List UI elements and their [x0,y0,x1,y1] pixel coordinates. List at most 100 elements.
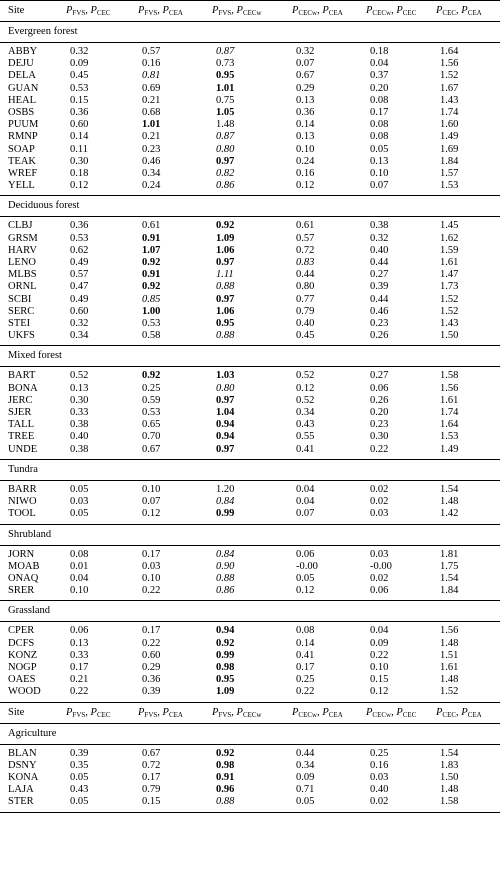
value-cell: 0.17 [370,107,389,119]
value-cell: 0.88 [216,572,235,584]
value-cell: 0.44 [296,747,315,759]
header-symbol: P [212,5,219,16]
value-cell: 0.36 [296,107,315,119]
header-sub-a: CECw [298,710,318,719]
value-cell: 1.51 [440,649,459,661]
value-cell: 0.92 [216,220,235,232]
value-cell: 0.67 [296,70,315,82]
header-row: Site PFVS, PCEC PFVS, PCEA PFVS, PCECw PCECw… [0,0,500,22]
header-col-2: PFVS, PCECw [208,0,288,22]
value-cell: 0.01 [70,560,89,572]
value-cell: 0.79 [296,305,315,317]
value-cell: 0.75 [216,94,235,106]
header-sub-b: CEA [168,710,183,719]
value-cell: 1.01 [216,82,235,94]
header-comma: , [85,706,91,718]
value-cell: 1.74 [440,407,459,419]
value-cell: 1.48 [440,637,459,649]
header-col-1: PFVS, PCEA [134,0,208,22]
header-comma: , [157,706,163,718]
value-cell: 0.13 [296,94,315,106]
value-cell: 1.49 [440,443,459,455]
header-symbol: P [236,706,243,718]
header-symbol: P [138,706,145,718]
value-cell: 0.02 [370,483,389,495]
header-col-2: PFVS, PCECw [208,701,288,724]
value-cell: 0.14 [296,119,315,131]
section-row: Mixed forest [0,345,500,368]
header-sub-b: CEC [402,9,417,17]
site-cell: OSBS [8,107,35,119]
header-symbol: P [366,5,373,16]
value-cell: 0.43 [296,419,315,431]
value-cell: 0.05 [370,143,389,155]
value-cell: 1.58 [440,796,459,808]
header-sub-b: CEA [328,710,343,719]
site-cell: ABBY [8,46,38,57]
value-cell: 0.07 [296,508,315,520]
value-cell: 0.05 [70,508,89,520]
value-cell: 1.07 [142,244,161,256]
site-cell: UNDE [8,443,38,455]
value-cell: 0.22 [142,585,161,597]
value-cell: 1.53 [440,431,459,443]
value-cell: 0.44 [296,269,315,281]
value-cell: 1.54 [440,747,459,759]
value-cell: 0.16 [370,759,389,771]
value-cell: 1.45 [440,220,459,232]
value-cell: 0.25 [296,674,315,686]
table-row: GUAN 0.53 0.69 1.01 0.29 0.20 1.67 [0,83,500,95]
value-cell: 0.36 [70,107,89,119]
site-cell: UKFS [8,330,35,342]
value-cell: 1.62 [440,232,459,244]
value-cell: 0.47 [70,281,89,293]
value-cell: 0.14 [296,637,315,649]
value-cell: 1.52 [440,70,459,82]
site-cell: NIWO [8,496,37,508]
value-cell: 0.53 [70,232,89,244]
header-sub-a: CECw [372,9,392,17]
header-sub-b: CEA [328,9,343,17]
header-sub-b: CECw [242,9,262,17]
value-cell: 0.88 [216,281,235,293]
value-cell: 1.50 [440,771,459,783]
section-title: Shrubland [0,523,500,546]
table-row: TALL 0.38 0.65 0.94 0.43 0.23 1.64 [0,419,500,431]
header-symbol: P [90,706,97,718]
header-comma: , [391,5,397,16]
value-cell: 0.30 [70,155,89,167]
value-cell: 0.97 [216,155,235,167]
value-cell: 0.86 [216,585,235,597]
value-cell: 0.40 [70,431,89,443]
header-sub-a: FVS [72,710,86,719]
value-cell: 0.10 [142,483,161,495]
value-cell: 0.05 [296,572,315,584]
value-cell: 0.14 [70,131,89,143]
value-cell: 1.43 [440,318,459,330]
table-row: SRER 0.10 0.22 0.86 0.12 0.06 1.84 [0,585,500,597]
section-title: Mixed forest [0,345,500,368]
header-symbol: P [322,5,329,16]
value-cell: 1.43 [440,94,459,106]
value-cell: 0.12 [70,180,89,192]
table-row: DSNY 0.35 0.72 0.98 0.34 0.16 1.83 [0,760,500,772]
value-cell: 0.97 [216,443,235,455]
value-cell: 0.88 [216,796,235,808]
value-cell: 0.32 [296,46,315,57]
site-cell: ORNL [8,281,37,293]
site-cell: OAES [8,674,36,686]
value-cell: 1.42 [440,508,459,520]
value-cell: 1.48 [440,496,459,508]
value-cell: 0.12 [296,585,315,597]
value-cell: 0.04 [370,58,389,70]
value-cell: 0.26 [370,394,389,406]
site-cell: KONA [8,771,39,783]
header-comma: , [456,5,462,16]
header-col-5: PCEC, PCEA [432,701,500,724]
value-cell: 0.39 [370,281,389,293]
site-cell: GUAN [8,82,39,94]
value-cell: 0.92 [142,257,161,269]
site-cell: TALL [8,419,34,431]
section-title: Deciduous forest [0,195,500,218]
